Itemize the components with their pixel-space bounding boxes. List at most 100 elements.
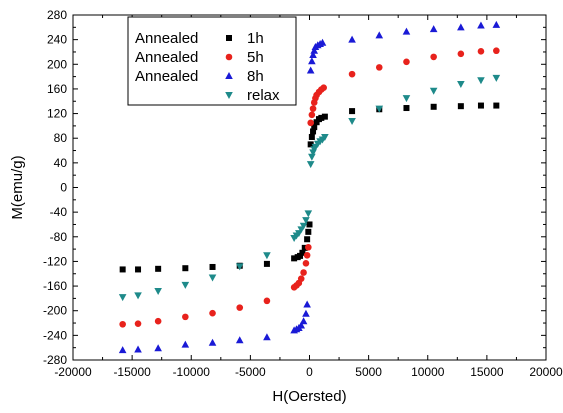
data-point xyxy=(301,244,308,251)
y-tick-label: 0 xyxy=(60,181,67,195)
data-point xyxy=(135,266,142,273)
data-point xyxy=(134,292,142,300)
data-point xyxy=(263,260,270,267)
series-relax xyxy=(118,74,501,302)
y-tick-label: 200 xyxy=(47,57,67,71)
data-point xyxy=(118,346,127,354)
data-point xyxy=(457,50,465,58)
data-point xyxy=(318,38,327,46)
data-point xyxy=(307,141,314,148)
legend-label: 8h xyxy=(247,68,264,85)
y-axis-label: M(emu/g) xyxy=(9,155,26,219)
data-point xyxy=(303,300,311,308)
data-point xyxy=(154,344,162,352)
data-point xyxy=(300,269,307,276)
data-point xyxy=(305,228,312,235)
data-point xyxy=(299,249,306,256)
data-point xyxy=(297,252,304,259)
data-point xyxy=(154,288,162,295)
data-point xyxy=(320,84,327,91)
data-point xyxy=(155,265,162,272)
y-tick-label: -160 xyxy=(43,279,67,293)
x-tick-label: 15000 xyxy=(470,365,504,379)
y-axis: -280 -240 -200 -160 -120 -80 -40 0 40 80 120 160 200… xyxy=(43,8,546,367)
y-tick-label: -40 xyxy=(50,205,68,219)
data-point xyxy=(263,333,271,341)
data-point xyxy=(306,221,313,228)
data-point xyxy=(310,128,317,135)
data-point xyxy=(297,275,305,282)
data-point xyxy=(318,114,325,121)
data-point xyxy=(375,31,384,39)
y-tick-label: 160 xyxy=(47,82,67,96)
data-point xyxy=(429,87,438,95)
data-point xyxy=(181,340,190,348)
data-point xyxy=(477,77,485,85)
data-point xyxy=(299,222,308,230)
data-point xyxy=(306,161,315,169)
y-tick-label: -240 xyxy=(43,328,67,342)
legend-prefix: Annealed xyxy=(135,49,198,66)
x-tick-label: -10000 xyxy=(173,365,211,379)
y-tick-label: 280 xyxy=(47,8,67,22)
data-point xyxy=(134,345,142,353)
data-point xyxy=(457,103,464,110)
data-point xyxy=(477,102,484,109)
legend: Annealed 1h Annealed 5h Annealed 8h relax xyxy=(127,16,297,106)
data-point xyxy=(208,338,217,346)
y-tick-label: -200 xyxy=(43,304,67,318)
data-point xyxy=(313,119,320,126)
legend-label: 1h xyxy=(247,30,264,47)
y-tick-label: 120 xyxy=(47,107,67,121)
data-point xyxy=(263,252,271,260)
data-point xyxy=(457,81,465,88)
data-point xyxy=(302,217,310,225)
data-point xyxy=(311,124,318,131)
series-5h xyxy=(119,47,500,328)
data-point xyxy=(429,25,438,33)
data-point xyxy=(263,297,271,305)
x-tick-label: -20000 xyxy=(54,365,92,379)
data-point xyxy=(118,294,127,302)
data-point xyxy=(403,58,410,66)
x-tick-label: 20000 xyxy=(529,365,563,379)
x-tick-label: 0 xyxy=(306,365,313,379)
data-point xyxy=(493,47,500,55)
y-tick-label: 240 xyxy=(47,33,67,47)
data-point xyxy=(119,320,126,328)
legend-label: 5h xyxy=(247,49,264,66)
legend-marker xyxy=(225,53,233,61)
data-point xyxy=(291,255,298,262)
data-point xyxy=(208,274,217,282)
data-point xyxy=(309,105,317,112)
data-point xyxy=(134,320,142,327)
x-tick-label: 5000 xyxy=(355,365,382,379)
legend-label: relax xyxy=(247,87,280,104)
data-point xyxy=(348,35,356,43)
legend-prefix: Annealed xyxy=(135,68,198,85)
data-point xyxy=(235,336,244,344)
data-point xyxy=(299,317,308,325)
y-tick-label: 40 xyxy=(54,156,68,170)
data-point xyxy=(119,266,126,273)
data-point xyxy=(182,265,189,272)
data-point xyxy=(402,95,411,103)
data-point xyxy=(308,153,316,161)
data-point xyxy=(182,313,189,321)
data-point xyxy=(402,27,411,35)
data-point xyxy=(305,243,312,251)
x-tick-label: 10000 xyxy=(411,365,445,379)
data-point xyxy=(430,103,437,110)
data-point xyxy=(308,111,316,119)
data-point xyxy=(235,263,244,271)
data-point xyxy=(430,53,437,61)
series-8h xyxy=(118,20,501,354)
legend-marker xyxy=(226,35,232,41)
data-point xyxy=(308,133,315,140)
data-point xyxy=(303,251,311,259)
data-point xyxy=(310,46,319,54)
data-point xyxy=(348,117,356,125)
data-point xyxy=(307,119,314,127)
x-axis: -20000 -15000 -10000 -5000 0 5000 10000 15000 20… xyxy=(54,15,563,379)
